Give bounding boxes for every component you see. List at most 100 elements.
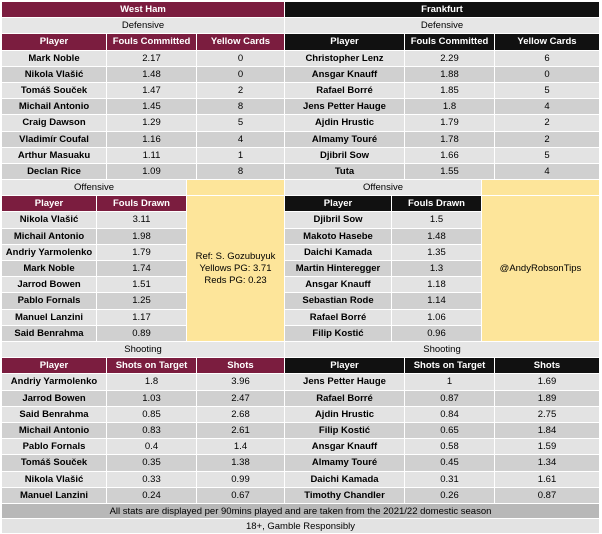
- wh-off-player: Andriy Yarmolenko: [2, 244, 97, 261]
- shooting-label-row: Shooting Shooting: [2, 342, 600, 359]
- wh-def-player-header: Player: [2, 34, 107, 51]
- wh-def-player: Declan Rice: [2, 163, 107, 181]
- wh-shoot-player: Manuel Lanzini: [2, 487, 107, 504]
- wh-shoot-sot: 0.85: [107, 406, 197, 423]
- fr-shoot-shots: 1.61: [495, 471, 600, 488]
- fr-shoot-shots: 1.84: [495, 422, 600, 440]
- fr-shoot-player: Daichi Kamada: [285, 471, 405, 488]
- fr-shoot-player: Ansgar Knauff: [285, 439, 405, 456]
- wh-shoot-sot: 0.4: [107, 439, 197, 456]
- fr-shoot-player: Timothy Chandler: [285, 487, 405, 504]
- fr-off-fouls: 0.96: [392, 325, 482, 342]
- frankfurt-title: Frankfurt: [285, 2, 600, 19]
- table-row: Vladimír Coufal 1.16 4 Almamy Touré 1.78 2: [2, 131, 600, 148]
- wh-shoot-sot-header: Shots on Target: [107, 358, 197, 375]
- wh-def-yellow: 4: [197, 131, 285, 148]
- wh-def-player: Michail Antonio: [2, 99, 107, 116]
- wh-shoot-sot: 0.35: [107, 455, 197, 472]
- wh-def-yellow-header: Yellow Cards: [197, 34, 285, 51]
- fr-off-player: Djibril Sow: [285, 212, 392, 229]
- table-row: Arthur Masuaku 1.11 1 Djibril Sow 1.66 5: [2, 147, 600, 164]
- fr-def-player: Djibril Sow: [285, 147, 405, 164]
- table-row: Tomáš Souček 1.47 2 Rafael Borré 1.85 5: [2, 82, 600, 100]
- wh-off-player: Nikola Vlašić: [2, 212, 97, 229]
- fr-off-fouls: 1.18: [392, 277, 482, 294]
- wh-def-yellow: 5: [197, 115, 285, 132]
- wh-offensive-label: Offensive: [2, 180, 187, 197]
- table-row: Daichi Kamada 1.35: [285, 244, 482, 261]
- table-row: Mark Noble 1.74: [2, 261, 187, 278]
- wh-off-fouls: 0.89: [97, 325, 187, 342]
- wh-def-fouls: 2.17: [107, 50, 197, 67]
- wh-off-fouls: 3.11: [97, 212, 187, 229]
- table-row: Manuel Lanzini 1.17: [2, 309, 187, 326]
- fr-off-player: Rafael Borré: [285, 309, 392, 326]
- defensive-table-body: Mark Noble 2.17 0 Christopher Lenz 2.29 6 Niko…: [2, 50, 600, 181]
- fr-off-player: Filip Kostić: [285, 325, 392, 342]
- wh-shoot-shots: 1.4: [197, 439, 285, 456]
- wh-shoot-player-header: Player: [2, 358, 107, 375]
- wh-def-fouls-header: Fouls Committed: [107, 34, 197, 51]
- fr-def-fouls: 1.55: [405, 163, 495, 181]
- table-row: Nikola Vlašić 0.33 0.99 Daichi Kamada 0.31 1.…: [2, 471, 600, 488]
- wh-def-fouls: 1.11: [107, 147, 197, 164]
- fr-shoot-shots: 0.87: [495, 487, 600, 504]
- fr-shoot-shots: 1.89: [495, 390, 600, 407]
- fr-def-player: Ansgar Knauff: [285, 66, 405, 83]
- fr-def-yellow: 2: [495, 131, 600, 148]
- wh-def-fouls: 1.48: [107, 66, 197, 83]
- fr-def-fouls: 1.88: [405, 66, 495, 83]
- fr-shoot-player: Almamy Touré: [285, 455, 405, 472]
- fr-off-fouls: 1.3: [392, 261, 482, 278]
- fr-shoot-sot: 0.45: [405, 455, 495, 472]
- fr-shoot-shots-header: Shots: [495, 358, 600, 375]
- wh-def-yellow: 2: [197, 82, 285, 100]
- table-row: Mark Noble 2.17 0 Christopher Lenz 2.29 6: [2, 50, 600, 67]
- fr-shoot-player: Rafael Borré: [285, 390, 405, 407]
- tips-handle-box: @AndyRobsonTips: [482, 196, 600, 343]
- fr-shoot-sot: 0.65: [405, 422, 495, 440]
- fr-def-player: Almamy Touré: [285, 131, 405, 148]
- fr-shoot-player: Filip Kostić: [285, 422, 405, 440]
- table-row: Declan Rice 1.09 8 Tuta 1.55 4: [2, 163, 600, 181]
- wh-off-fouls: 1.17: [97, 309, 187, 326]
- wh-def-yellow: 1: [197, 147, 285, 164]
- table-row: Craig Dawson 1.29 5 Ajdin Hrustic 1.79 2: [2, 115, 600, 132]
- wh-def-yellow: 0: [197, 50, 285, 67]
- fr-off-player: Martin Hinteregger: [285, 261, 392, 278]
- fr-shoot-shots: 1.59: [495, 439, 600, 456]
- fr-def-yellow: 6: [495, 50, 600, 67]
- wh-def-player: Mark Noble: [2, 50, 107, 67]
- fr-def-yellow: 2: [495, 115, 600, 132]
- wh-shoot-shots: 0.67: [197, 487, 285, 504]
- wh-defensive-label: Defensive: [2, 18, 285, 35]
- wh-off-player: Mark Noble: [2, 261, 97, 278]
- fr-def-player: Christopher Lenz: [285, 50, 405, 67]
- fr-note-top: [482, 180, 600, 197]
- table-row: Michail Antonio 1.98: [2, 228, 187, 245]
- referee-info-box: Ref: S. Gozubuyuk Yellows PG: 3.71 Reds …: [187, 196, 285, 343]
- wh-off-player: Manuel Lanzini: [2, 309, 97, 326]
- fr-def-yellow: 5: [495, 82, 600, 100]
- wh-off-fouls-header: Fouls Drawn: [97, 196, 187, 213]
- defensive-label-row: Defensive Defensive: [2, 18, 600, 35]
- wh-off-fouls: 1.25: [97, 293, 187, 310]
- west-ham-title: West Ham: [2, 2, 285, 19]
- fr-off-fouls: 1.06: [392, 309, 482, 326]
- fr-off-player-header: Player: [285, 196, 392, 213]
- fr-shoot-player-header: Player: [285, 358, 405, 375]
- fr-offensive-table: Player Fouls Drawn Djibril Sow 1.5 Makoto …: [285, 196, 482, 342]
- wh-off-fouls: 1.98: [97, 228, 187, 245]
- fr-shoot-sot: 1: [405, 374, 495, 391]
- table-row: Andriy Yarmolenko 1.79: [2, 244, 187, 261]
- wh-def-yellow: 8: [197, 163, 285, 181]
- team-title-row: West Ham Frankfurt: [2, 2, 600, 19]
- wh-shoot-player: Pablo Fornals: [2, 439, 107, 456]
- wh-shoot-sot: 0.24: [107, 487, 197, 504]
- fr-def-yellow: 4: [495, 163, 600, 181]
- table-row: Jarrod Bowen 1.51: [2, 277, 187, 294]
- table-row: Manuel Lanzini 0.24 0.67 Timothy Chandler 0.…: [2, 487, 600, 504]
- wh-shoot-player: Tomáš Souček: [2, 455, 107, 472]
- fr-off-player: Makoto Hasebe: [285, 228, 392, 245]
